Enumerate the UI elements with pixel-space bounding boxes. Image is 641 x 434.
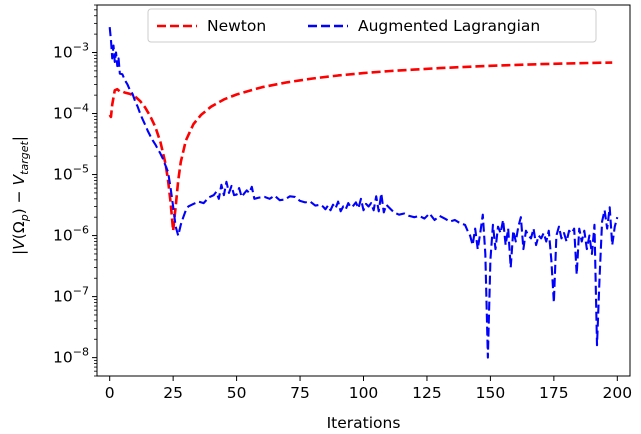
y-label-end: | xyxy=(10,136,28,141)
x-tick-label: 100 xyxy=(349,384,379,402)
x-tick-label: 175 xyxy=(539,384,569,402)
y-label-v: V xyxy=(10,238,28,250)
y-label-open: | xyxy=(10,250,28,255)
legend-box xyxy=(147,8,597,43)
legend-label-augmented-lagrangian: Augmented Lagrangian xyxy=(358,17,540,35)
ticks-layer: 0 25 50 75 100 125 150 175 200 10−8 10−7 10−6 10−5 10… xyxy=(53,4,633,402)
y-label-omega: (Ω xyxy=(10,221,28,239)
y-axis-label: |V(Ωp) − Vtarget| xyxy=(10,136,31,255)
x-tick-label: 25 xyxy=(163,384,183,402)
plot-area: 0 25 50 75 100 125 150 175 200 10−8 10−7 10−6 10−5 10… xyxy=(53,4,633,402)
y-tick-label: 10−5 xyxy=(53,163,89,184)
y-tick-label: 10−6 xyxy=(53,224,89,245)
x-tick-label: 50 xyxy=(227,384,247,402)
x-tick-label: 125 xyxy=(412,384,442,402)
y-tick-label: 10−3 xyxy=(53,40,89,61)
y-label-v2: V xyxy=(10,173,28,185)
series-line-augmented-lagrangian xyxy=(108,27,619,359)
y-label-sub-p: p xyxy=(18,214,31,222)
y-tick-label: 10−7 xyxy=(53,285,89,306)
series-layer xyxy=(108,27,619,359)
x-axis-label: Iterations xyxy=(327,414,401,432)
y-tick-label: 10−8 xyxy=(53,346,89,367)
series-line-newton xyxy=(108,61,613,233)
x-tick-label: 75 xyxy=(290,384,310,402)
x-tick-label: 0 xyxy=(105,384,115,402)
y-tick-label: 10−4 xyxy=(53,102,89,123)
x-tick-label: 150 xyxy=(476,384,506,402)
x-tick-label: 200 xyxy=(603,384,633,402)
y-label-close: ) − xyxy=(10,185,28,214)
y-label-sub-target: target xyxy=(18,140,31,174)
legend-label-newton: Newton xyxy=(207,17,266,35)
legend: Newton Augmented Lagrangian xyxy=(147,8,597,43)
